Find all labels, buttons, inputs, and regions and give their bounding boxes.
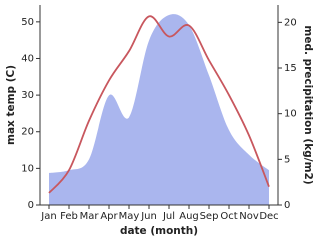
y-tick-label: 0 bbox=[28, 200, 34, 211]
x-tick-label: Sep bbox=[200, 211, 219, 222]
y-tick-label: 10 bbox=[21, 163, 34, 174]
x-tick-label: Feb bbox=[60, 211, 78, 222]
x-tick-label: Mar bbox=[80, 211, 100, 222]
x-tick-label: May bbox=[119, 211, 140, 222]
y-tick-label: 40 bbox=[21, 53, 34, 64]
x-axis-title: date (month) bbox=[120, 225, 198, 237]
y2-tick-label: 5 bbox=[284, 154, 290, 165]
y-tick-label: 20 bbox=[21, 127, 34, 138]
y2-axis-title: med. precipitation (kg/m2) bbox=[302, 25, 314, 184]
y2-tick-label: 10 bbox=[284, 109, 297, 120]
x-tick-label: Jun bbox=[140, 211, 157, 222]
x-tick-label: Nov bbox=[239, 211, 259, 222]
x-tick-label: Apr bbox=[100, 211, 118, 222]
y2-tick-label: 20 bbox=[284, 17, 297, 28]
y2-tick-label: 15 bbox=[284, 63, 297, 74]
x-tick-label: Jan bbox=[40, 211, 56, 222]
x-tick-label: Jul bbox=[162, 211, 175, 222]
y-tick-label: 30 bbox=[21, 90, 34, 101]
y-axis-title: max temp (C) bbox=[5, 65, 17, 145]
y2-tick-label: 0 bbox=[284, 200, 290, 211]
precipitation-area bbox=[49, 14, 269, 206]
x-tick-label: Aug bbox=[179, 211, 199, 222]
x-tick-label: Dec bbox=[259, 211, 278, 222]
y-tick-label: 50 bbox=[21, 17, 34, 28]
x-tick-label: Oct bbox=[220, 211, 237, 222]
temperature-line bbox=[48, 15, 270, 194]
